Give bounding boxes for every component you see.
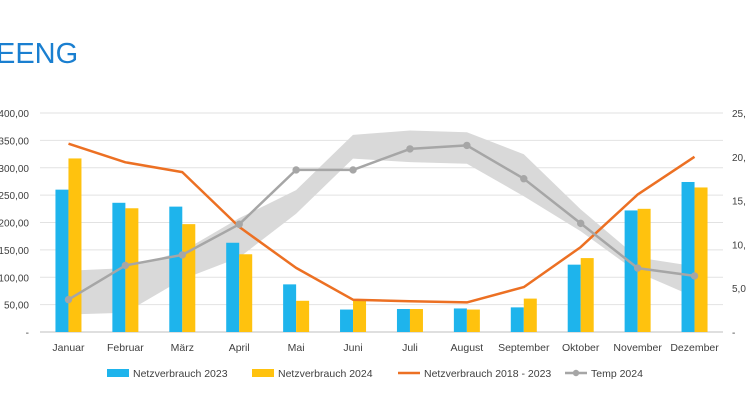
marker-temp-2024-1 [121, 261, 130, 270]
page-title: EENG [0, 38, 79, 70]
line-netzverbrauch-2018-2023 [68, 142, 696, 304]
marker-temp-2024-0 [64, 295, 73, 304]
y-left-tick-label: 100,00 [0, 273, 29, 284]
legend-label-netzverbrauch-2018-2023: Netzverbrauch 2018 - 2023 [424, 368, 551, 380]
bar-netzverbrauch-2023-10 [624, 210, 638, 332]
bar-netzverbrauch-2023-1 [112, 202, 126, 332]
bar-netzverbrauch-2023-3 [226, 242, 240, 332]
bar-netzverbrauch-2024-9 [580, 258, 594, 332]
legend-swatch-netzverbrauch-2024 [252, 369, 274, 377]
y-left-tick-label: - [26, 328, 29, 339]
bar-netzverbrauch-2023-5 [340, 309, 354, 332]
bar-netzverbrauch-2024-8 [523, 298, 537, 332]
bar-netzverbrauch-2024-6 [409, 309, 423, 332]
y-right-tick-label: 25,00 [732, 109, 746, 120]
bar-netzverbrauch-2023-4 [283, 284, 297, 332]
legend: Netzverbrauch 2023 Netzverbrauch 2024 Netz… [107, 368, 643, 380]
bar-netzverbrauch-2024-5 [353, 300, 367, 332]
x-tick-label: April [229, 342, 250, 354]
x-axis: Januar Februar März April Mai Juni Juli August S… [52, 342, 719, 354]
y-right-tick-label: 10,00 [732, 240, 746, 251]
bar-netzverbrauch-2024-2 [182, 224, 196, 332]
lines-group [64, 141, 699, 304]
marker-temp-2024-5 [349, 166, 357, 174]
bar-netzverbrauch-2024-3 [239, 254, 253, 332]
marker-temp-2024-9 [577, 219, 585, 228]
y-left-tick-label: 250,00 [0, 191, 29, 202]
y-left-tick-label: 200,00 [0, 219, 29, 230]
marker-temp-2024-7 [463, 141, 471, 150]
bar-netzverbrauch-2024-10 [637, 208, 651, 332]
x-tick-label: Januar [52, 342, 85, 354]
bar-netzverbrauch-2023-11 [681, 181, 695, 332]
y-right-tick-label: 15,00 [732, 197, 746, 208]
legend-swatch-netzverbrauch-2023 [107, 369, 129, 377]
bar-netzverbrauch-2023-7 [453, 308, 467, 332]
legend-label-netzverbrauch-2023: Netzverbrauch 2023 [133, 368, 228, 380]
y-axis-left: - 50,00 100,00 150,00 200,00 250,00 300,00 350,… [0, 109, 29, 339]
bar-netzverbrauch-2024-4 [296, 300, 310, 332]
x-tick-label: September [498, 342, 550, 354]
x-tick-label: Juli [402, 342, 418, 354]
y-right-tick-label: 20,00 [732, 153, 746, 164]
bar-netzverbrauch-2024-1 [125, 208, 139, 332]
marker-temp-2024-4 [292, 166, 300, 174]
y-left-tick-label: 400,00 [0, 109, 29, 120]
y-left-tick-label: 50,00 [4, 301, 29, 312]
legend-label-netzverbrauch-2024: Netzverbrauch 2024 [278, 368, 373, 380]
y-left-tick-label: 350,00 [0, 136, 29, 147]
x-tick-label: Juni [343, 342, 362, 354]
bar-netzverbrauch-2023-8 [510, 307, 524, 332]
marker-temp-2024-6 [406, 145, 414, 153]
line-temp-2024 [67, 144, 695, 301]
y-right-tick-label: - [732, 328, 735, 339]
x-tick-label: November [613, 342, 662, 354]
bar-netzverbrauch-2024-11 [694, 187, 708, 332]
bar-netzverbrauch-2023-6 [396, 309, 410, 332]
bar-netzverbrauch-2023-2 [169, 206, 183, 332]
bar-netzverbrauch-2024-0 [68, 158, 82, 332]
marker-temp-2024-10 [633, 264, 642, 272]
legend-label-temp-2024: Temp 2024 [591, 368, 643, 380]
bar-netzverbrauch-2024-7 [466, 309, 480, 332]
bar-netzverbrauch-2023-0 [55, 189, 69, 332]
x-tick-label: Dezember [670, 342, 719, 354]
y-right-tick-label: 5,00 [732, 284, 746, 295]
temperature-band [68, 130, 695, 315]
marker-temp-2024-11 [690, 272, 699, 280]
bars-group [55, 158, 708, 332]
x-tick-label: August [451, 342, 484, 354]
y-axis-right: - 5,00 10,00 15,00 20,00 25,00 [732, 109, 746, 339]
x-tick-label: Februar [107, 342, 144, 354]
marker-temp-2024-8 [520, 175, 528, 183]
x-tick-label: März [171, 342, 194, 354]
bar-netzverbrauch-2023-9 [567, 264, 581, 332]
y-left-tick-label: 300,00 [0, 164, 29, 175]
x-tick-label: Oktober [562, 342, 600, 354]
legend-marker-temp-2024 [572, 369, 580, 377]
y-left-tick-label: 150,00 [0, 246, 29, 257]
marker-temp-2024-3 [235, 220, 243, 228]
temp-range-band [68, 130, 695, 315]
marker-temp-2024-2 [178, 251, 186, 259]
x-tick-label: Mai [288, 342, 305, 354]
